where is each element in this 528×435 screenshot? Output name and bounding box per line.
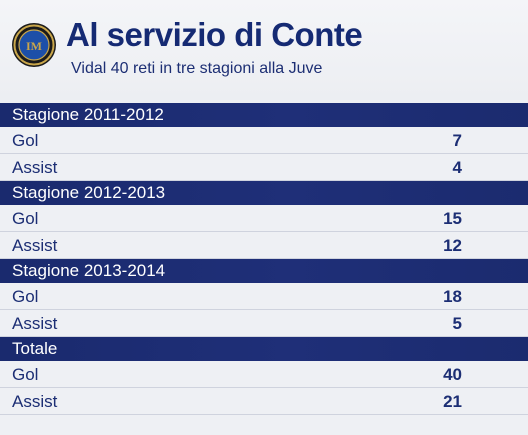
row-label: Assist [12, 313, 58, 333]
row-label: Gol [12, 208, 39, 228]
section-title: Totale [12, 339, 58, 359]
section-header: Stagione 2013-2014 [0, 259, 528, 283]
section-header: Stagione 2011-2012 [0, 103, 528, 127]
table-row: Gol 40 [0, 360, 528, 389]
stats-table: Stagione 2011-2012 Gol 7 Assist 4 Stagio… [0, 103, 528, 416]
row-value: 40 [443, 364, 462, 384]
row-label: Gol [12, 364, 39, 384]
graphic-header: IM Al servizio di Conte Vidal 40 reti in… [0, 0, 528, 100]
table-row: Gol 15 [0, 204, 528, 232]
section-header: Stagione 2012-2013 [0, 181, 528, 205]
section-title: Stagione 2013-2014 [12, 261, 166, 281]
section-title: Stagione 2012-2013 [12, 183, 166, 203]
row-label: Assist [12, 157, 58, 177]
row-label: Gol [12, 286, 39, 306]
svg-text:IM: IM [26, 39, 42, 53]
table-row: Gol 7 [0, 126, 528, 154]
row-label: Assist [12, 235, 58, 255]
row-value: 5 [452, 313, 462, 333]
row-label: Assist [12, 392, 58, 412]
page-subtitle: Vidal 40 reti in tre stagioni alla Juve [71, 60, 323, 77]
page-title: Al servizio di Conte [66, 16, 363, 53]
row-value: 18 [443, 286, 462, 306]
section-header: Totale [0, 337, 528, 361]
section-title: Stagione 2011-2012 [12, 105, 164, 124]
row-value: 7 [452, 130, 462, 150]
row-value: 21 [443, 392, 462, 412]
row-value: 4 [452, 157, 462, 177]
table-row: Assist 12 [0, 231, 528, 260]
row-value: 15 [443, 208, 462, 228]
row-label: Gol [12, 130, 39, 150]
table-row: Assist 21 [0, 388, 528, 416]
inter-crest-icon: IM [12, 23, 56, 67]
table-row: Assist 4 [0, 153, 528, 182]
table-row: Gol 18 [0, 282, 528, 310]
row-value: 12 [443, 235, 462, 255]
table-row: Assist 5 [0, 309, 528, 338]
